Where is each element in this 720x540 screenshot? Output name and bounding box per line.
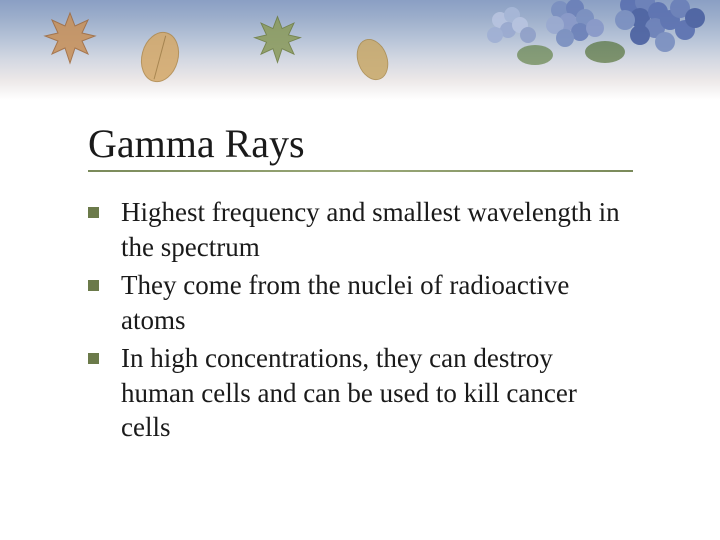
bullet-item: In high concentrations, they can destroy… (88, 341, 633, 445)
leaf-icon (350, 35, 395, 85)
bullet-square-icon (88, 207, 99, 218)
bullet-text: They come from the nuclei of radioactive… (121, 268, 633, 337)
bullet-list: Highest frequency and smallest wavelengt… (88, 195, 633, 449)
title-underline (88, 170, 633, 172)
bullet-text: In high concentrations, they can destroy… (121, 341, 633, 445)
bullet-text: Highest frequency and smallest wavelengt… (121, 195, 633, 264)
slide-title: Gamma Rays (88, 120, 305, 167)
bullet-item: They come from the nuclei of radioactive… (88, 268, 633, 337)
decorative-banner (0, 0, 720, 100)
bullet-square-icon (88, 353, 99, 364)
hydrangea-flowers-icon (440, 0, 720, 100)
maple-leaf-icon (40, 8, 100, 68)
bullet-square-icon (88, 280, 99, 291)
bullet-item: Highest frequency and smallest wavelengt… (88, 195, 633, 264)
maple-leaf-icon (250, 12, 305, 67)
leaf-icon (135, 30, 185, 85)
